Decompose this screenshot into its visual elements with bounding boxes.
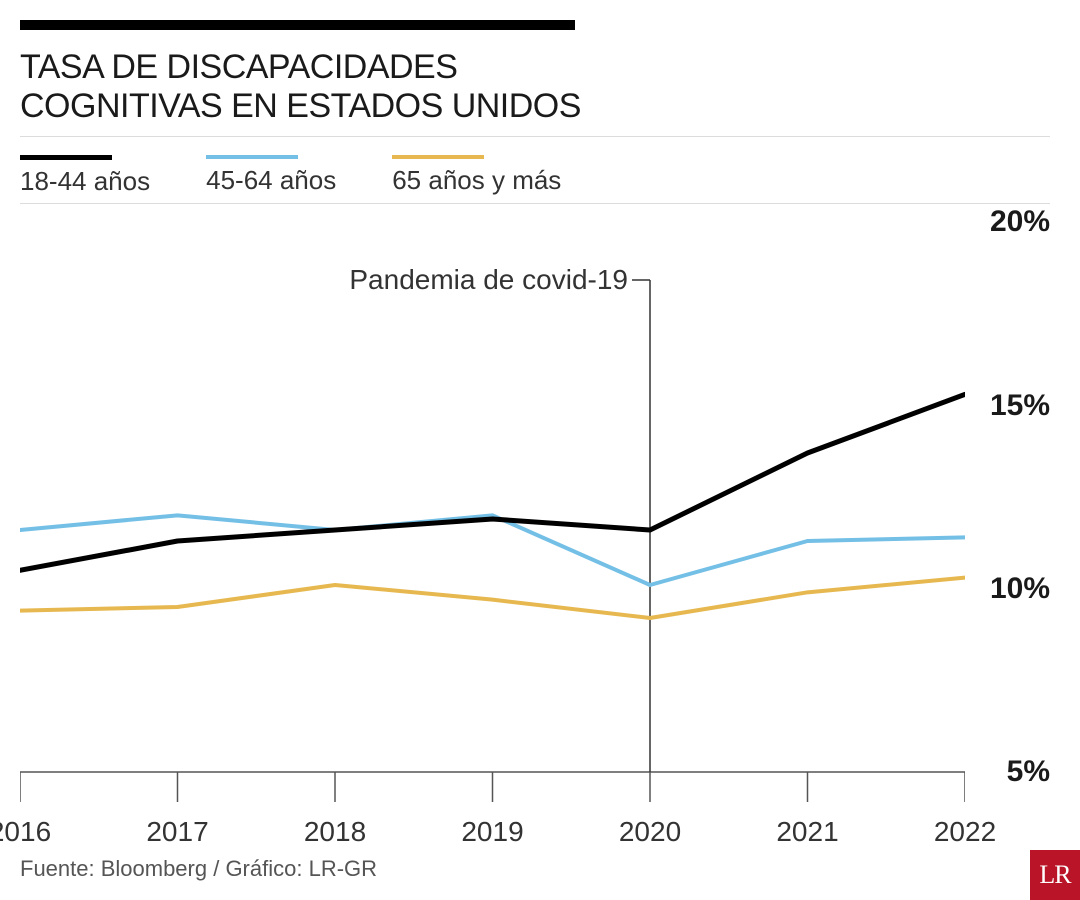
x-axis-labels: 2016201720182019202020212022 [20,806,965,846]
top-border-rule [20,20,575,30]
legend-label-3: 65 años y más [392,165,561,196]
y-tick-label: 15% [990,389,1050,423]
title-line-1: TASA DE DISCAPACIDADES [20,48,457,86]
legend-item-series3: 65 años y más [392,155,561,197]
divider-rule [20,136,1050,137]
legend-label-2: 45-64 años [206,165,336,196]
y-tick-label: 20% [990,205,1050,239]
chart-title: TASA DE DISCAPACIDADES COGNITIVAS EN EST… [20,48,720,126]
legend-label-1: 18-44 años [20,166,150,197]
x-tick-label: 2019 [461,816,523,848]
x-tick-label: 2020 [619,816,681,848]
x-tick-label: 2016 [0,816,51,848]
divider-rule-2 [20,203,1050,204]
legend-swatch-3 [392,155,484,159]
y-tick-label: 10% [990,572,1050,606]
legend-item-series2: 45-64 años [206,155,336,197]
legend-swatch-2 [206,155,298,159]
title-line-2: COGNITIVAS EN ESTADOS UNIDOS [20,87,581,125]
x-tick-label: 2017 [146,816,208,848]
lr-logo-text: LR [1039,860,1070,890]
chart-svg [20,222,965,842]
lr-logo: LR [1030,850,1080,900]
x-tick-label: 2018 [304,816,366,848]
line-chart: Pandemia de covid-19 5%10%15%20% 2016201… [20,222,1050,848]
source-attribution: Fuente: Bloomberg / Gráfico: LR-GR [20,856,377,882]
legend-swatch-1 [20,155,112,160]
legend: 18-44 años 45-64 años 65 años y más [20,155,1050,197]
legend-item-series1: 18-44 años [20,155,150,197]
y-tick-label: 5% [1007,755,1050,789]
x-tick-label: 2021 [776,816,838,848]
x-tick-label: 2022 [934,816,996,848]
